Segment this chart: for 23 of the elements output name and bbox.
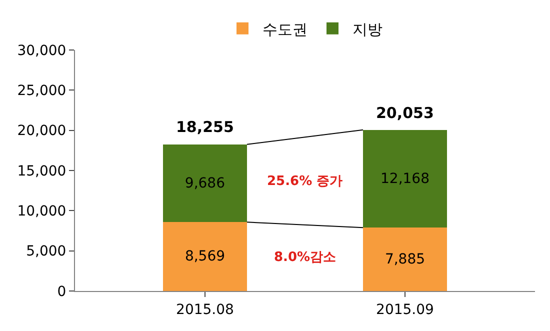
x-tick-label: 2015.08 <box>176 302 234 318</box>
data-label: 8,569 <box>184 248 226 265</box>
x-tick-label: 2015.09 <box>376 302 434 318</box>
y-tick-label: 0 <box>57 284 66 300</box>
bar <box>163 222 247 291</box>
total-label: 18,255 <box>176 118 234 136</box>
data-label: 7,885 <box>384 251 426 268</box>
annotation: 25.6% 증가 <box>267 174 343 189</box>
legend-label: 지방 <box>352 20 382 38</box>
legend-label: 수도권 <box>262 20 308 38</box>
data-label: 9,686 <box>184 175 226 192</box>
y-tick-label: 25,000 <box>17 83 66 100</box>
y-tick-label: 10,000 <box>17 204 66 220</box>
y-tick-label: 15,000 <box>17 163 66 180</box>
annotation: 8.0%감소 <box>274 250 336 265</box>
y-tick-label: 20,000 <box>17 123 66 140</box>
y-tick-label: 30,000 <box>17 42 66 59</box>
data-label: 12,168 <box>380 170 430 187</box>
total-label: 20,053 <box>376 104 434 122</box>
bar <box>163 144 247 222</box>
y-tick-label: 5,000 <box>26 244 66 260</box>
bar <box>363 228 447 291</box>
bar <box>363 130 447 228</box>
